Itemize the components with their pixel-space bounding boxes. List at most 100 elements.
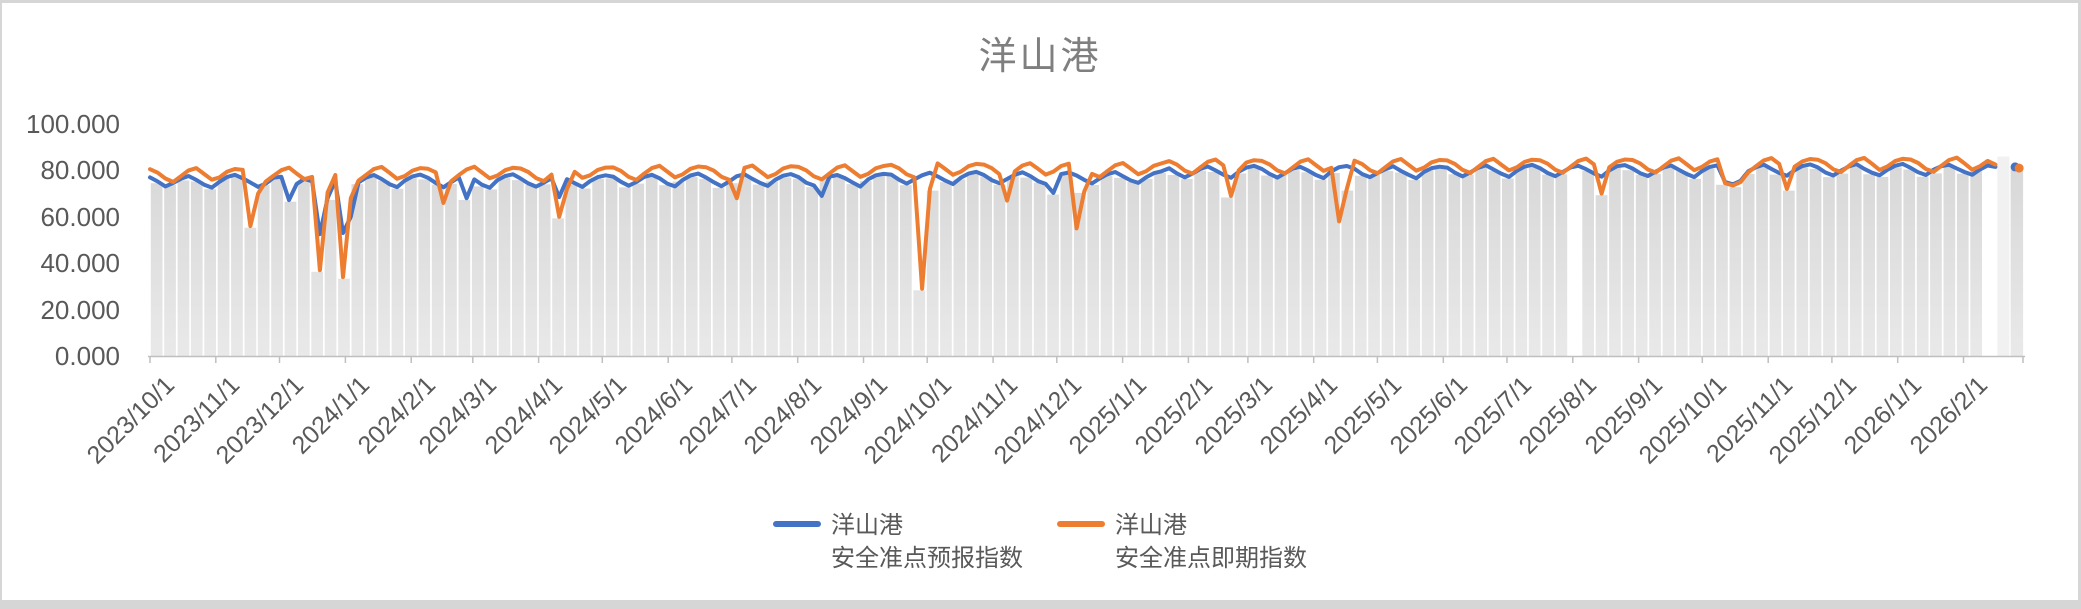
background-column — [1809, 169, 1822, 356]
background-column — [1114, 177, 1126, 356]
background-column — [1903, 169, 1916, 356]
y-axis-label: 60.000 — [40, 201, 120, 232]
background-column — [1729, 187, 1742, 356]
background-column — [1395, 172, 1407, 356]
background-column — [1288, 170, 1300, 356]
spot-index-line[interactable] — [148, 155, 1998, 291]
background-column — [966, 173, 979, 356]
background-column — [1930, 173, 1942, 356]
background-column — [431, 184, 444, 356]
background-column — [257, 185, 270, 356]
final-spot-point — [2014, 163, 2024, 173]
legend-spot-line1: 洋山港 — [1115, 512, 1187, 539]
background-column — [1488, 171, 1501, 356]
background-column — [338, 278, 350, 356]
background-column — [324, 199, 337, 356]
background-column — [1783, 190, 1795, 356]
background-column — [1769, 174, 1782, 356]
background-column — [1582, 170, 1594, 356]
legend-item-spot[interactable]: 洋山港 安全准点即期指数 — [1057, 509, 1307, 575]
background-column — [1167, 175, 1180, 356]
y-axis-label: 20.000 — [40, 294, 120, 325]
background-column — [1796, 167, 1809, 356]
background-column — [1247, 167, 1260, 356]
background-column — [1849, 165, 1862, 356]
background-column — [284, 201, 297, 356]
background-column — [1421, 169, 1434, 356]
background-column — [1555, 174, 1568, 356]
background-column — [565, 184, 578, 356]
plot-area[interactable] — [2, 3, 2081, 609]
background-column — [578, 188, 591, 356]
background-column — [298, 180, 310, 356]
background-column — [1047, 194, 1059, 356]
background-column — [244, 227, 257, 356]
background-column — [538, 184, 551, 356]
background-column — [217, 178, 230, 356]
background-column — [311, 271, 323, 356]
background-column — [1595, 195, 1608, 356]
background-column — [405, 178, 417, 356]
background-column — [793, 178, 805, 356]
background-column — [1368, 174, 1380, 356]
forecast-series-swatch-icon — [773, 521, 821, 527]
background-column — [1916, 176, 1929, 356]
background-column — [1087, 185, 1099, 356]
background-column — [164, 184, 176, 356]
background-column — [1140, 179, 1153, 356]
background-column — [1702, 168, 1715, 356]
background-column — [1956, 173, 1969, 356]
background-column — [1662, 167, 1675, 356]
background-column — [1328, 173, 1340, 356]
background-column — [1314, 179, 1327, 356]
background-column — [525, 185, 538, 356]
background-column — [458, 199, 471, 356]
spot-series-swatch-icon — [1057, 521, 1105, 527]
background-column — [1274, 175, 1287, 356]
background-column — [752, 184, 765, 356]
background-column — [1823, 177, 1835, 356]
background-column — [1301, 172, 1314, 356]
y-axis-label: 100.000 — [26, 109, 120, 139]
legend-forecast-line1: 洋山港 — [831, 512, 903, 539]
background-column — [1073, 192, 1086, 356]
background-column — [1448, 174, 1461, 356]
background-column — [1502, 178, 1514, 356]
background-column — [953, 179, 966, 356]
background-column — [1863, 174, 1875, 356]
background-column — [552, 218, 564, 356]
background-column — [1836, 173, 1849, 356]
background-column — [471, 186, 484, 356]
background-column — [833, 176, 845, 356]
y-axis-label: 40.000 — [40, 248, 120, 279]
background-column — [391, 188, 404, 356]
background-column — [926, 190, 939, 356]
background-column — [1515, 168, 1528, 356]
background-column — [846, 184, 859, 356]
background-column — [1542, 174, 1554, 356]
background-column — [1100, 176, 1113, 356]
background-column — [1676, 171, 1688, 356]
legend-item-forecast[interactable]: 洋山港 安全准点预报指数 — [773, 509, 1023, 575]
background-column — [645, 176, 658, 356]
background-column — [1689, 178, 1701, 356]
background-column — [632, 183, 645, 356]
background-column — [873, 175, 885, 356]
background-column — [512, 180, 524, 356]
background-column — [177, 180, 190, 356]
background-column — [940, 182, 952, 356]
background-column — [1622, 170, 1635, 356]
legend: 洋山港 安全准点预报指数 洋山港 安全准点即期指数 — [2, 509, 2078, 575]
background-column — [1261, 175, 1273, 356]
background-column — [1207, 172, 1220, 356]
background-column — [1033, 182, 1046, 356]
background-column — [886, 176, 899, 356]
background-column — [378, 180, 390, 356]
background-column — [1461, 174, 1474, 356]
final-column — [2010, 165, 2024, 356]
background-column — [1007, 176, 1019, 356]
background-column — [1020, 177, 1033, 356]
background-column — [1221, 197, 1233, 356]
background-column — [699, 179, 711, 356]
background-column — [1876, 176, 1889, 356]
